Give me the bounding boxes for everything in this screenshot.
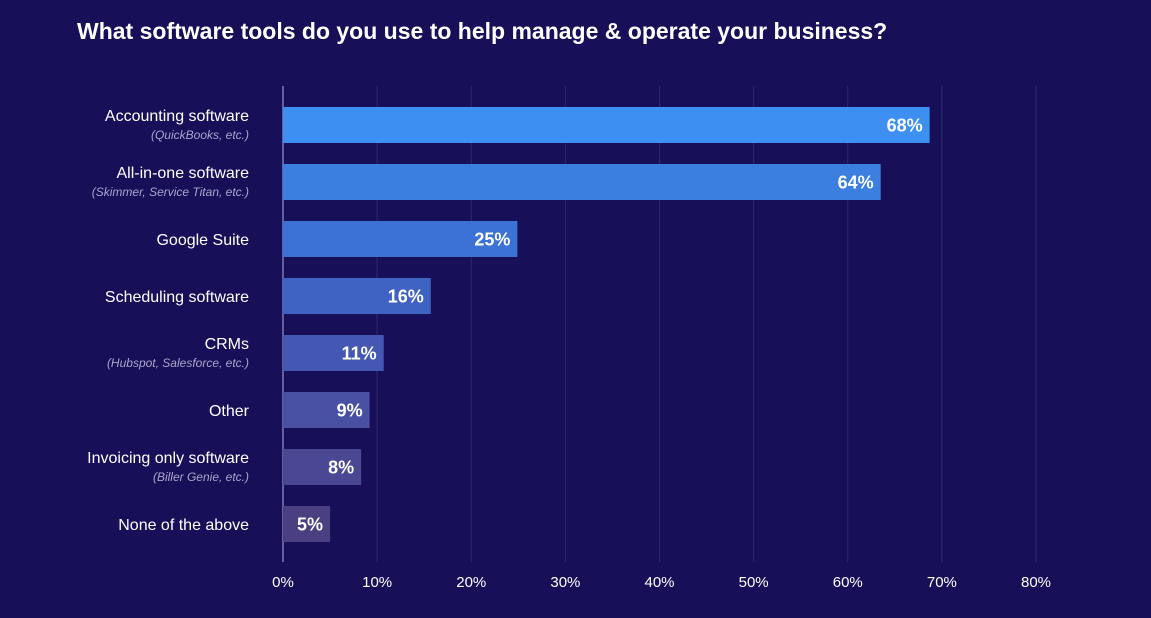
x-tick-label: 50% <box>739 574 769 591</box>
category-label: Other <box>209 403 250 420</box>
category-label: Invoicing only software <box>87 450 249 467</box>
category-sublabel: (Biller Genie, etc.) <box>153 470 249 484</box>
bar <box>283 392 370 428</box>
x-tick-label: 40% <box>644 574 674 591</box>
bar-value-label: 8% <box>328 458 354 478</box>
category-label: None of the above <box>118 517 249 534</box>
category-label: Accounting software <box>105 108 249 125</box>
bar <box>283 221 518 257</box>
bar-value-label: 5% <box>297 515 323 535</box>
bar <box>283 335 384 371</box>
bar <box>283 164 881 200</box>
bar-value-label: 68% <box>887 116 923 136</box>
x-tick-label: 0% <box>272 574 294 591</box>
category-sublabel: (Skimmer, Service Titan, etc.) <box>92 185 249 199</box>
category-label: Scheduling software <box>105 289 249 306</box>
grid-lines <box>282 86 1037 562</box>
x-tick-label: 60% <box>833 574 863 591</box>
bar <box>283 449 362 485</box>
bar-value-label: 9% <box>337 401 363 421</box>
bar-value-label: 25% <box>474 230 510 250</box>
bar-value-label: 16% <box>388 287 424 307</box>
x-tick-label: 30% <box>550 574 580 591</box>
category-label: CRMs <box>205 336 249 353</box>
category-label: All-in-one software <box>117 165 250 182</box>
x-tick-label: 80% <box>1021 574 1051 591</box>
category-sublabel: (QuickBooks, etc.) <box>151 128 249 142</box>
bar-value-label: 64% <box>838 173 874 193</box>
category-label: Google Suite <box>156 232 249 249</box>
category-labels: Accounting software (QuickBooks, etc.) All… <box>87 108 250 534</box>
x-tick-label: 70% <box>927 574 957 591</box>
bar <box>283 506 331 542</box>
bar <box>283 107 930 143</box>
x-tick-label: 20% <box>456 574 486 591</box>
x-axis-ticks: 0% 10% 20% 30% 40% 50% 60% 70% 80% <box>272 574 1051 591</box>
chart-title: What software tools do you use to help m… <box>77 18 888 44</box>
bars: 68% 64% 25% 16% 11% 9% 8% 5% <box>283 107 930 542</box>
bar-value-label: 11% <box>342 344 377 364</box>
bar <box>283 278 431 314</box>
category-sublabel: (Hubspot, Salesforce, etc.) <box>107 356 249 370</box>
x-tick-label: 10% <box>362 574 392 591</box>
